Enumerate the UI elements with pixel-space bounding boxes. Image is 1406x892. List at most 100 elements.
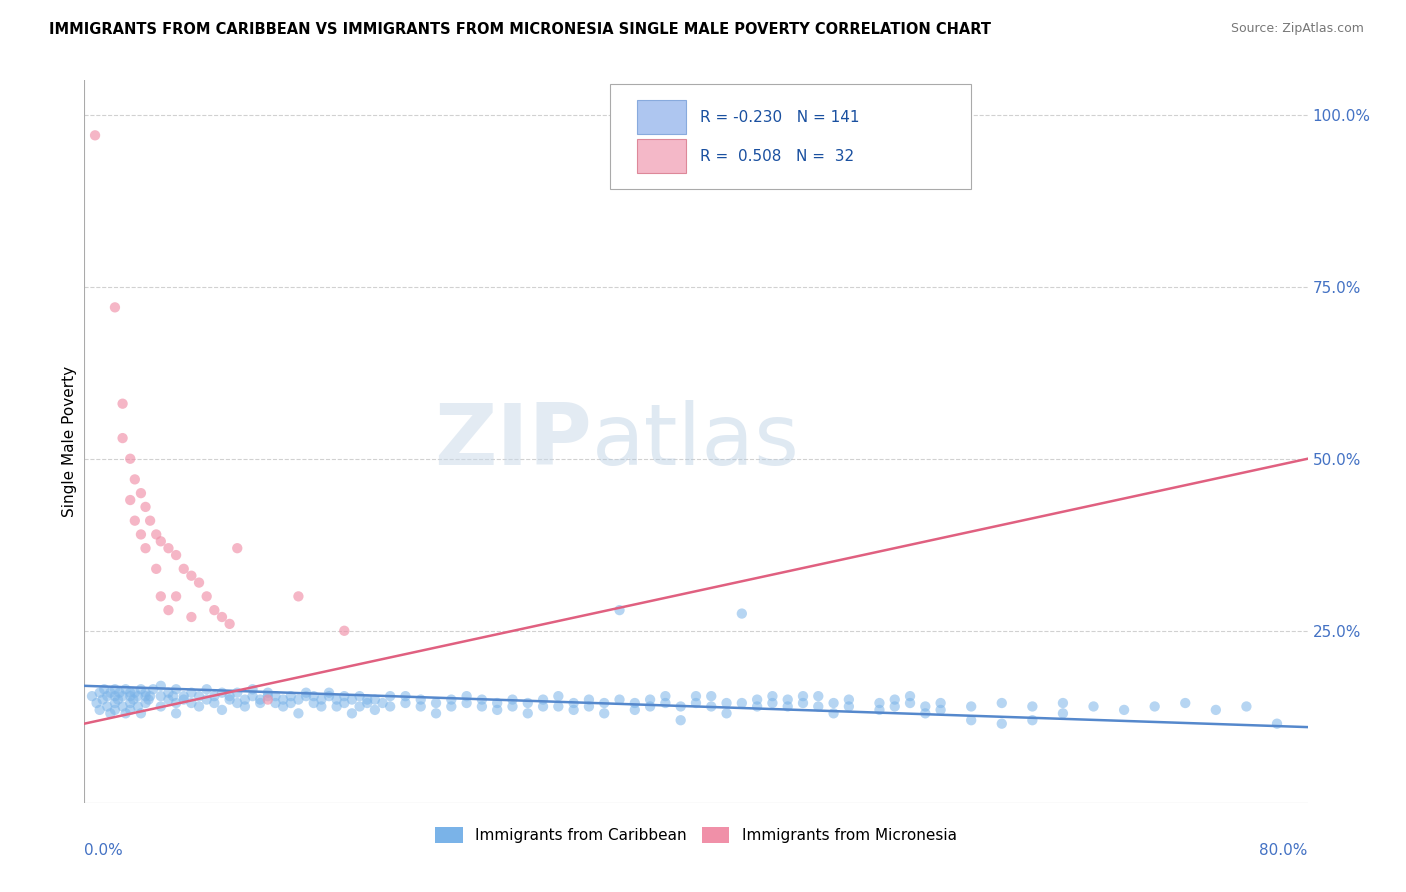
Point bbox=[157, 541, 180, 556]
Point bbox=[349, 689, 371, 703]
Point bbox=[89, 703, 111, 717]
Point bbox=[129, 706, 152, 721]
Point bbox=[380, 689, 402, 703]
Point bbox=[929, 696, 952, 710]
Point bbox=[264, 696, 287, 710]
Point bbox=[129, 682, 152, 697]
Point bbox=[700, 689, 723, 703]
Point bbox=[226, 541, 249, 556]
Point bbox=[991, 716, 1014, 731]
Point bbox=[578, 699, 600, 714]
Point bbox=[127, 699, 149, 714]
Point bbox=[531, 692, 554, 706]
Point bbox=[86, 696, 108, 710]
Point bbox=[211, 686, 233, 700]
Point bbox=[624, 703, 647, 717]
Point bbox=[325, 699, 347, 714]
Point bbox=[135, 500, 157, 514]
Point bbox=[149, 590, 172, 604]
Point bbox=[960, 713, 983, 727]
Point bbox=[593, 696, 616, 710]
Point bbox=[188, 699, 211, 714]
Point bbox=[776, 699, 799, 714]
Point bbox=[823, 696, 845, 710]
Point bbox=[960, 699, 983, 714]
Point bbox=[111, 397, 134, 411]
Point bbox=[173, 692, 195, 706]
Point bbox=[654, 689, 676, 703]
Point bbox=[761, 696, 783, 710]
Point bbox=[287, 590, 309, 604]
Point bbox=[1052, 696, 1074, 710]
Point bbox=[624, 696, 647, 710]
Point bbox=[823, 706, 845, 721]
Point bbox=[107, 692, 129, 706]
Point bbox=[149, 689, 172, 703]
Point bbox=[869, 703, 891, 717]
Text: R = -0.230   N = 141: R = -0.230 N = 141 bbox=[700, 110, 859, 125]
Point bbox=[195, 682, 218, 697]
Point bbox=[180, 696, 202, 710]
Point bbox=[731, 696, 754, 710]
Point bbox=[138, 692, 160, 706]
Point bbox=[929, 703, 952, 717]
Point bbox=[111, 699, 134, 714]
Point bbox=[685, 696, 707, 710]
Point bbox=[869, 696, 891, 710]
Point bbox=[135, 696, 157, 710]
Point bbox=[173, 689, 195, 703]
Point bbox=[807, 699, 830, 714]
Point bbox=[409, 692, 432, 706]
Point bbox=[142, 682, 165, 697]
Point bbox=[1021, 713, 1043, 727]
Point bbox=[271, 699, 294, 714]
Point bbox=[1236, 699, 1258, 714]
Point bbox=[218, 692, 240, 706]
Point bbox=[516, 696, 538, 710]
Point bbox=[157, 686, 180, 700]
Point bbox=[129, 486, 152, 500]
Text: R =  0.508   N =  32: R = 0.508 N = 32 bbox=[700, 149, 853, 163]
Point bbox=[898, 696, 921, 710]
Point bbox=[609, 603, 631, 617]
Point bbox=[249, 692, 271, 706]
Point bbox=[609, 692, 631, 706]
Point bbox=[531, 699, 554, 714]
Point bbox=[747, 692, 769, 706]
Point bbox=[440, 699, 463, 714]
Point bbox=[104, 301, 127, 315]
Point bbox=[173, 562, 195, 576]
Point bbox=[1174, 696, 1197, 710]
Point bbox=[287, 706, 309, 721]
Point bbox=[761, 689, 783, 703]
Point bbox=[295, 689, 318, 703]
Text: ZIP: ZIP bbox=[434, 400, 592, 483]
Point bbox=[124, 472, 146, 486]
Point bbox=[792, 689, 814, 703]
Point bbox=[257, 692, 280, 706]
Point bbox=[218, 616, 240, 631]
Point bbox=[202, 696, 225, 710]
Point bbox=[792, 696, 814, 710]
Point bbox=[685, 689, 707, 703]
Point bbox=[114, 706, 136, 721]
Point bbox=[716, 696, 738, 710]
Point bbox=[96, 689, 118, 703]
Point bbox=[654, 696, 676, 710]
Point bbox=[165, 696, 187, 710]
Point bbox=[145, 527, 167, 541]
Point bbox=[180, 568, 202, 582]
Point bbox=[165, 590, 187, 604]
Point bbox=[340, 706, 363, 721]
Point bbox=[547, 689, 569, 703]
Point bbox=[883, 692, 905, 706]
Point bbox=[914, 699, 936, 714]
Point bbox=[471, 692, 494, 706]
Point bbox=[271, 692, 294, 706]
Point bbox=[211, 703, 233, 717]
Point bbox=[165, 706, 187, 721]
Point bbox=[456, 696, 478, 710]
Point bbox=[562, 696, 585, 710]
Point bbox=[120, 451, 142, 466]
Point bbox=[124, 514, 146, 528]
